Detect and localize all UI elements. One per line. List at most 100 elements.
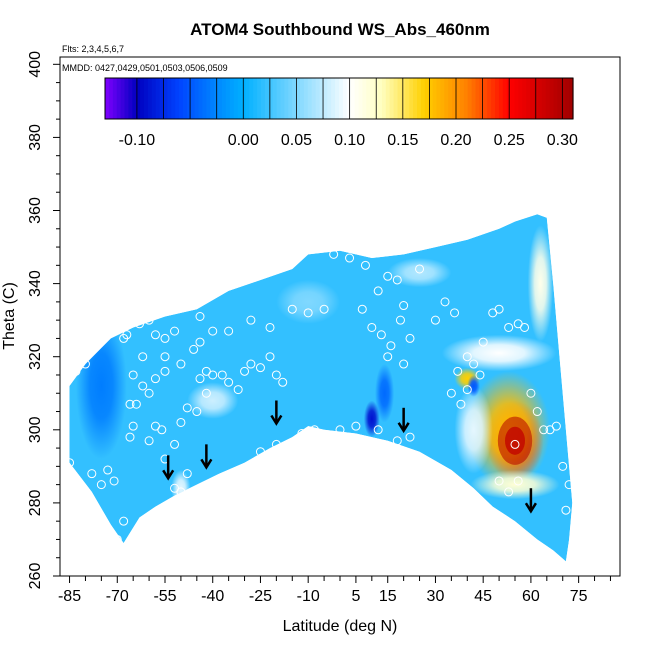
observation-point xyxy=(450,308,460,318)
observation-point xyxy=(103,465,113,475)
colorbar-cell xyxy=(155,78,161,119)
colorbar-cell xyxy=(471,78,477,119)
colorbar-cell xyxy=(459,78,465,119)
observation-point xyxy=(240,465,250,475)
colorbar-cell xyxy=(545,78,551,119)
colorbar: -0.10 0.00 0.05 0.10 0.15 0.20 0.25 0.30 xyxy=(104,77,578,149)
colorbar-cell xyxy=(350,78,356,119)
colorbar-tick-label: 0.10 xyxy=(334,132,365,149)
colorbar-cell xyxy=(487,78,492,119)
observation-point xyxy=(271,439,281,449)
observation-point xyxy=(119,516,129,526)
colorbar-cell xyxy=(179,78,184,119)
colorbar-cell xyxy=(444,78,449,119)
colorbar-cell xyxy=(557,78,562,119)
observation-point xyxy=(504,487,514,497)
colorbar-tick-label: 0.00 xyxy=(228,132,259,149)
x-tick-label: -10 xyxy=(297,588,320,605)
colorbar-cell xyxy=(194,78,200,119)
y-tick-label: 300 xyxy=(27,416,44,443)
colorbar-cell xyxy=(514,78,519,119)
arrow-markers xyxy=(162,400,537,514)
observation-point xyxy=(71,366,81,376)
colorbar-cell xyxy=(510,78,516,119)
colorbar-cell xyxy=(448,78,453,119)
observation-point xyxy=(195,374,205,384)
colorbar-cell xyxy=(147,78,153,119)
colorbar-cell xyxy=(151,78,157,119)
observation-point xyxy=(201,388,211,398)
field-feature xyxy=(527,225,554,343)
x-tick-label: 75 xyxy=(570,588,588,605)
colorbar-cell xyxy=(280,78,285,119)
y-tick-label: 280 xyxy=(27,489,44,516)
observation-point xyxy=(475,370,485,380)
observation-point xyxy=(335,425,345,435)
observation-point xyxy=(125,432,135,442)
colorbar-tick-label: 0.05 xyxy=(281,132,312,149)
colorbar-cell xyxy=(183,78,188,119)
colorbar-cell xyxy=(397,78,402,119)
colorbar-cell xyxy=(159,78,165,119)
observation-point xyxy=(112,534,122,544)
colorbar-cell xyxy=(253,78,258,119)
observation-point xyxy=(478,502,488,512)
observation-point xyxy=(462,352,472,362)
colorbar-cell xyxy=(534,78,539,119)
colorbar-cell xyxy=(385,78,391,119)
colorbar-cell xyxy=(323,78,328,119)
observation-point xyxy=(80,359,90,369)
observation-point xyxy=(157,425,167,435)
observation-point xyxy=(217,370,227,380)
colorbar-cell xyxy=(541,78,547,119)
colorbar-cell xyxy=(498,78,504,119)
colorbar-cell xyxy=(436,78,441,119)
y-tick-label: 320 xyxy=(27,343,44,370)
colorbar-cell xyxy=(424,78,430,119)
observation-point xyxy=(532,407,542,417)
observation-point xyxy=(278,377,288,387)
observation-point xyxy=(376,330,386,340)
colorbar-cell xyxy=(261,78,266,119)
colorbar-cell xyxy=(346,78,352,119)
colorbar-cell xyxy=(432,78,438,119)
observation-point xyxy=(446,388,456,398)
observation-point xyxy=(310,425,320,435)
observation-point xyxy=(128,370,138,380)
observation-point xyxy=(399,301,409,311)
observation-point xyxy=(144,436,154,446)
x-tick-label: -25 xyxy=(249,588,272,605)
observation-point xyxy=(357,304,367,314)
colorbar-tick-label: -0.10 xyxy=(119,132,156,149)
observation-point xyxy=(160,366,170,376)
observation-point xyxy=(415,264,425,274)
colorbar-cell xyxy=(264,78,270,119)
y-tick-label: 380 xyxy=(27,124,44,151)
colorbar-cell xyxy=(198,78,204,119)
colorbar-cell xyxy=(233,78,239,119)
observation-point xyxy=(255,447,265,457)
observation-point xyxy=(345,253,355,263)
colorbar-cell xyxy=(163,78,168,119)
colorbar-cell xyxy=(417,78,422,119)
colorbar-cell xyxy=(537,78,543,119)
observation-point xyxy=(271,370,281,380)
colorbar-cell xyxy=(393,78,399,119)
observation-point xyxy=(513,476,523,486)
colorbar-cell xyxy=(381,78,387,119)
observation-point xyxy=(201,487,211,497)
observation-point xyxy=(150,374,160,384)
observation-point xyxy=(539,425,549,435)
colorbar-cell xyxy=(553,78,558,119)
arrow-marker xyxy=(200,444,213,470)
field-feature xyxy=(454,385,493,474)
observation-point xyxy=(265,322,275,332)
colorbar-cell xyxy=(327,78,332,119)
colorbar-cell xyxy=(307,78,313,119)
observation-point xyxy=(65,458,75,468)
observation-point xyxy=(462,385,472,395)
dates-subtitle: MMDD: 0427,0429,0501,0503,0506,0509 xyxy=(62,63,228,73)
observation-point xyxy=(131,399,141,409)
colorbar-cell xyxy=(292,78,297,119)
observation-point xyxy=(255,363,265,373)
